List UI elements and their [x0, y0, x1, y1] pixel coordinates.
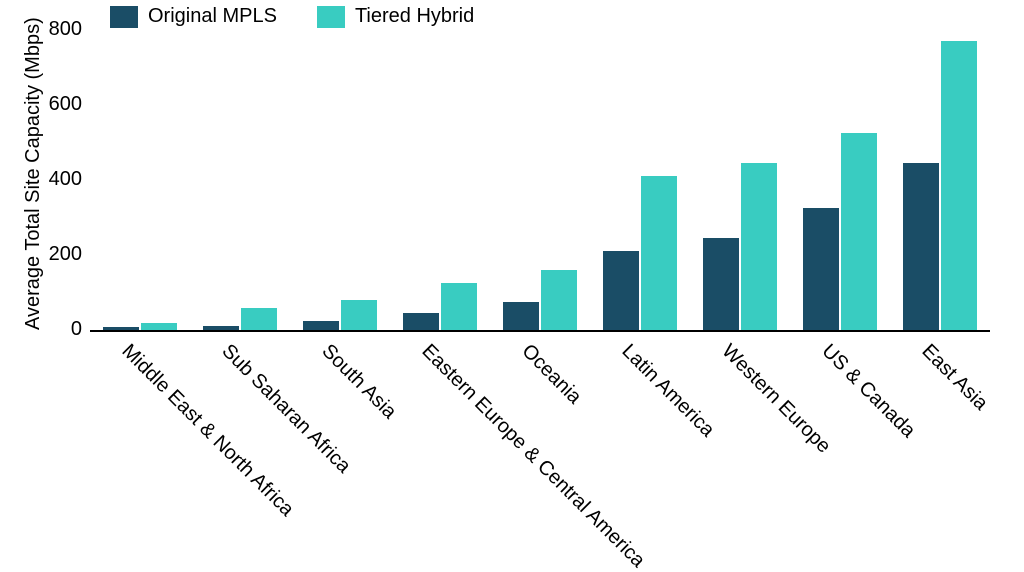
y-tick-label: 200 [32, 243, 82, 266]
bar [503, 302, 539, 330]
bar [941, 41, 977, 330]
bar [903, 163, 939, 330]
x-tick-label: Middle East & North Africa [117, 340, 298, 521]
x-tick-label: South Asia [317, 340, 401, 424]
bar [803, 208, 839, 330]
x-tick-label: US & Canada [817, 340, 920, 443]
y-tick-label: 400 [32, 168, 82, 191]
bar [841, 133, 877, 330]
plot-area [90, 30, 990, 330]
bar [603, 251, 639, 330]
legend-label: Tiered Hybrid [355, 5, 474, 28]
bar [703, 238, 739, 330]
bar [303, 321, 339, 330]
bar [541, 270, 577, 330]
bar [241, 308, 277, 331]
legend: Original MPLS Tiered Hybrid [110, 5, 474, 28]
x-tick-label: Latin America [617, 340, 719, 442]
legend-swatch [317, 6, 345, 28]
x-tick-label: East Asia [917, 340, 992, 415]
x-tick-label: Eastern Europe & Central America [417, 340, 649, 572]
bar [403, 313, 439, 330]
grouped-bar-chart: Original MPLSTiered Hybrid Average Total… [0, 0, 1024, 520]
y-tick-label: 0 [32, 318, 82, 341]
bar [641, 176, 677, 330]
y-tick-label: 800 [32, 18, 82, 41]
bar [141, 323, 177, 331]
x-axis-line [90, 330, 990, 332]
y-tick-label: 600 [32, 93, 82, 116]
legend-item: Original MPLS [110, 5, 277, 28]
legend-label: Original MPLS [148, 5, 277, 28]
legend-item: Tiered Hybrid [317, 5, 474, 28]
x-tick-label: Western Europe [717, 340, 835, 458]
bar [741, 163, 777, 330]
bar [341, 300, 377, 330]
bar [441, 283, 477, 330]
x-tick-label: Oceania [517, 340, 586, 409]
legend-swatch [110, 6, 138, 28]
